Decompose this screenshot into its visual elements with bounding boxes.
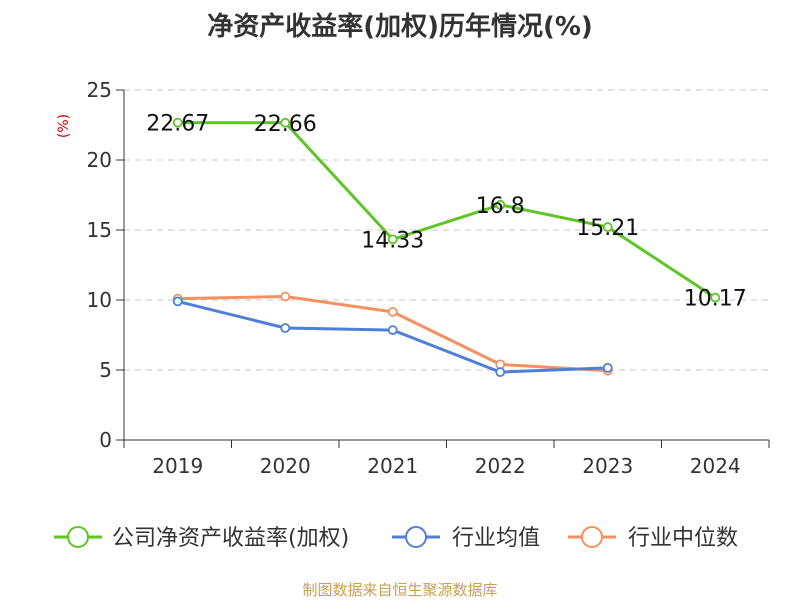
grid-lines (124, 89, 769, 371)
axes: 0 5 10 15 20 25 2019 2020 2021 2022 2023 2024 (87, 78, 770, 478)
legend-marker-icon (405, 526, 427, 548)
legend-label: 行业均值 (452, 526, 540, 551)
data-point-s0-2 (387, 234, 398, 245)
legend-marker-icon (67, 526, 89, 548)
data-label-2021: 14.33 (361, 228, 424, 253)
legend-label: 公司净资产收益率(加权) (112, 526, 349, 551)
data-label-2019: 22.67 (146, 112, 209, 137)
data-point-s1-2 (387, 325, 398, 336)
source-note: 制图数据来自恒生聚源数据库 (302, 581, 497, 599)
y-tick-label-0: 0 (99, 428, 112, 452)
data-point-s0-4 (602, 222, 613, 232)
data-point-s1-0 (172, 296, 183, 307)
legend-marker-icon (581, 526, 603, 548)
y-tick-label-10: 10 (87, 288, 112, 312)
x-tick-label-2023: 2023 (582, 454, 633, 478)
y-tick-label-25: 25 (87, 78, 112, 102)
data-point-s0-3 (495, 199, 506, 210)
x-tick-label-2020: 2020 (260, 454, 311, 478)
legend-item-1: 行业均值 (392, 526, 540, 551)
y-tick-label-20: 20 (87, 148, 112, 172)
x-tick-label-2024: 2024 (690, 454, 741, 478)
legend-item-0: 公司净资产收益率(加权) (54, 526, 349, 551)
data-point-s0-1 (280, 117, 291, 128)
data-point-s2-3 (495, 359, 506, 370)
data-point-s1-1 (280, 323, 291, 333)
y-tick-label-5: 5 (99, 358, 112, 382)
y-axis-unit-label: (%) (56, 114, 72, 138)
legend: 公司净资产收益率(加权) 行业均值 行业中位数 (54, 526, 738, 551)
legend-item-2: 行业中位数 (568, 526, 738, 551)
series-lines (172, 117, 721, 378)
data-label-2023: 15.21 (576, 216, 639, 241)
chart-title: 净资产收益率(加权)历年情况(%) (207, 11, 593, 42)
data-point-s2-1 (280, 291, 291, 302)
series-line-0 (177, 121, 717, 299)
data-label-2022: 16.8 (476, 194, 525, 219)
data-point-s1-4 (602, 362, 613, 373)
data-label-2020: 22.66 (254, 112, 317, 137)
legend-label: 行业中位数 (628, 526, 738, 551)
data-point-s1-3 (495, 367, 506, 378)
x-tick-label-2022: 2022 (475, 454, 526, 478)
data-point-s0-0 (172, 117, 183, 128)
y-tick-label-15: 15 (87, 218, 112, 242)
data-label-2024: 10.17 (684, 287, 747, 312)
x-tick-label-2019: 2019 (152, 454, 203, 478)
data-point-s2-2 (387, 306, 398, 317)
x-tick-label-2021: 2021 (367, 454, 418, 478)
data-point-s0-5 (710, 292, 721, 303)
data-labels: 22.67 22.66 14.33 16.8 15.21 10.17 (146, 112, 746, 312)
